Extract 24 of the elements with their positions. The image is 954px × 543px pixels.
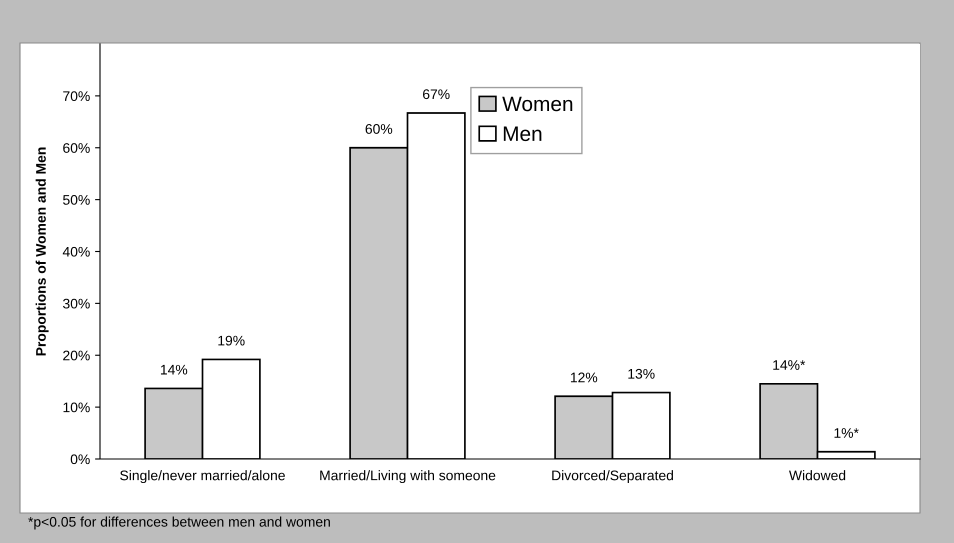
data-label: 19% — [218, 336, 245, 346]
y-tick-label: 70% — [63, 91, 90, 102]
data-label: 14% — [160, 364, 188, 375]
y-tick-label: 30% — [63, 298, 90, 309]
data-label: 12% — [570, 372, 598, 382]
x-tick-label: Widowed — [789, 470, 846, 480]
y-tick-label: 10% — [64, 402, 90, 412]
text: *p<0.05 for differences between men and women — [28, 516, 330, 530]
legend-label: Women — [502, 96, 572, 112]
y-tick-label: 20% — [63, 350, 90, 360]
y-tick-label: 0% — [70, 454, 90, 464]
data-label: 1%* — [834, 428, 859, 438]
data-label: 67% — [423, 89, 450, 100]
y-tick-label: 50% — [63, 194, 90, 205]
legend-label: Men — [504, 126, 542, 142]
data-label: 14%* — [773, 360, 806, 370]
data-label: 13% — [628, 368, 655, 379]
y-tick-label: 40% — [62, 246, 90, 257]
data-label: 60% — [366, 124, 392, 134]
y-tick-label: 60% — [63, 143, 90, 153]
x-tick-label: Married/Living with someone — [320, 470, 496, 484]
y-axis-title: Proportions of Women and Men — [36, 148, 49, 356]
x-tick-label: Divorced/Separated — [552, 470, 673, 484]
x-tick-label: Single/never married/alone — [120, 470, 285, 484]
